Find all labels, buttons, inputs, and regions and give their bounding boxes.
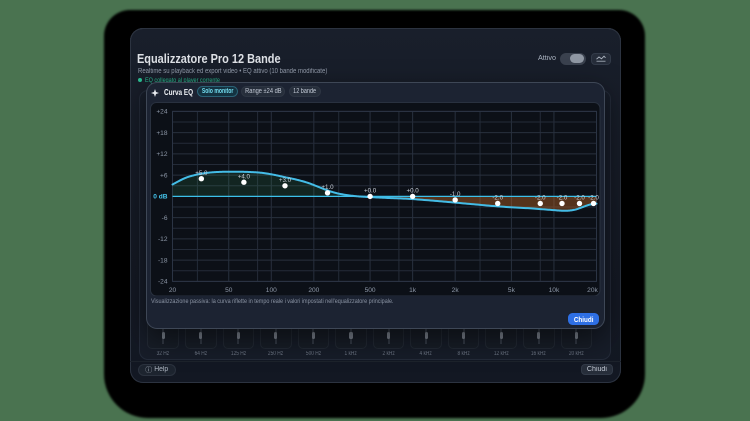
svg-text:-2.0: -2.0 [535,194,546,201]
svg-text:+1.0: +1.0 [322,184,335,191]
svg-text:2k: 2k [452,287,460,294]
svg-text:1k: 1k [410,287,418,294]
svg-text:-24: -24 [158,278,168,285]
svg-text:100: 100 [266,287,277,294]
svg-text:0 dB: 0 dB [154,193,169,200]
svg-text:+0.0: +0.0 [364,187,377,194]
svg-text:-2.0: -2.0 [557,194,568,201]
svg-text:-2.0: -2.0 [575,194,586,201]
svg-text:200: 200 [309,287,320,294]
svg-text:50: 50 [226,287,234,294]
svg-text:+18: +18 [157,129,169,136]
svg-text:+0.0: +0.0 [407,187,420,194]
svg-text:500: 500 [365,287,376,294]
svg-text:+6: +6 [160,172,168,179]
svg-text:-2.0: -2.0 [589,194,600,201]
svg-text:-12: -12 [158,236,168,243]
svg-text:-18: -18 [158,257,168,264]
svg-text:5k: 5k [508,287,516,294]
svg-text:+3.0: +3.0 [279,176,292,183]
svg-text:+4.0: +4.0 [238,173,251,180]
svg-text:-6: -6 [162,214,168,221]
svg-text:-1.0: -1.0 [450,191,461,198]
svg-text:20k: 20k [588,287,599,294]
svg-text:+24: +24 [157,108,169,115]
svg-text:+5.0: +5.0 [196,169,209,176]
svg-text:-2.0: -2.0 [493,194,504,201]
svg-text:20: 20 [169,287,177,294]
svg-text:+12: +12 [157,151,169,158]
svg-text:10k: 10k [549,287,560,294]
